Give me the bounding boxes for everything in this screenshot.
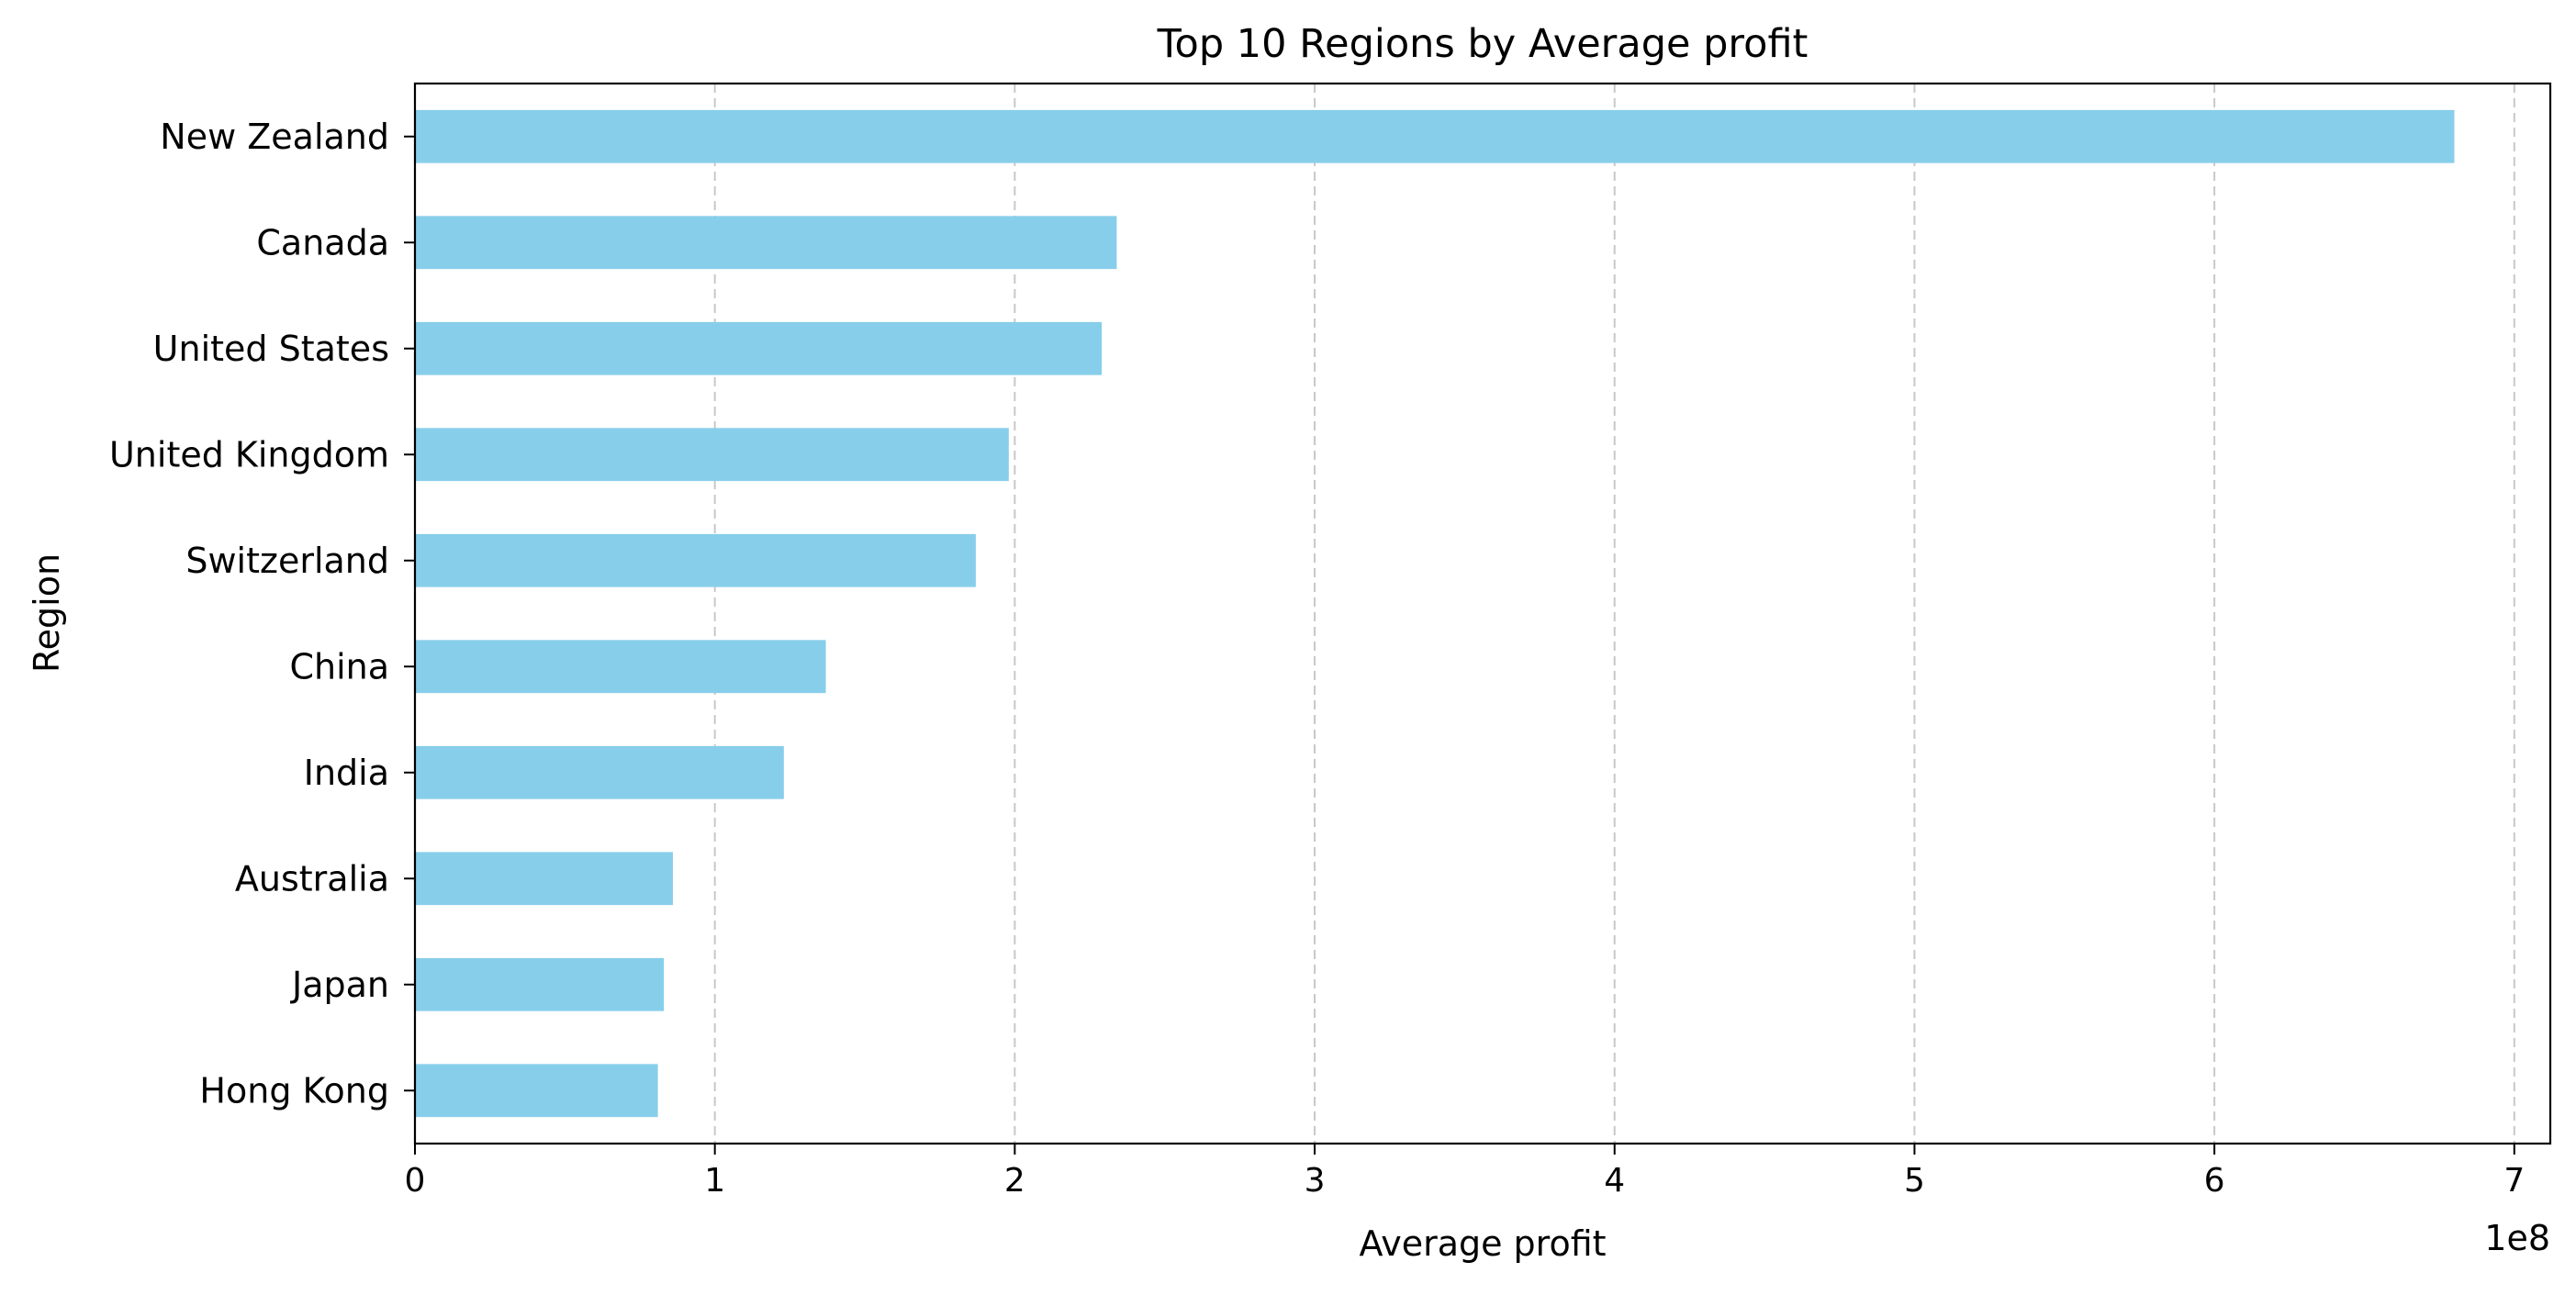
bar	[415, 640, 826, 694]
x-axis-label: Average profit	[1359, 1223, 1606, 1264]
bar	[415, 321, 1103, 375]
x-tick-label: 0	[405, 1162, 426, 1200]
bars	[415, 109, 2455, 1118]
x-tick-label: 2	[1004, 1162, 1025, 1200]
chart-title: Top 10 Regions by Average profit	[1157, 21, 1809, 67]
y-tick-label: Australia	[235, 858, 389, 899]
bar	[415, 957, 665, 1011]
bar	[415, 428, 1009, 482]
y-tick-label: India	[304, 753, 389, 793]
y-axis: New Zealand Canada United States United Kin…	[109, 117, 415, 1111]
plot-frame	[413, 82, 2552, 1145]
y-tick-label: United Kingdom	[109, 434, 389, 474]
y-tick-label: Canada	[256, 222, 389, 262]
bar	[415, 1064, 658, 1118]
y-tick-label: Hong Kong	[199, 1070, 389, 1111]
x-axis: 0 1 2 3 4 5 6 7	[405, 1144, 2525, 1200]
x-axis-offset-label: 1e8	[2484, 1218, 2550, 1258]
x-tick-label: 4	[1604, 1162, 1625, 1200]
bar	[415, 852, 673, 906]
y-tick-label: Switzerland	[185, 541, 389, 581]
bar	[415, 745, 784, 799]
bar	[415, 533, 976, 587]
x-tick-label: 6	[2204, 1162, 2225, 1200]
x-tick-label: 1	[704, 1162, 725, 1200]
y-axis-label: Region	[27, 553, 67, 673]
y-tick-label: Japan	[290, 965, 389, 1005]
y-tick-label: New Zealand	[160, 117, 389, 157]
bar	[415, 109, 2455, 163]
x-tick-label: 3	[1305, 1162, 1326, 1200]
x-tick-label: 7	[2503, 1162, 2525, 1200]
y-tick-label: United States	[153, 329, 389, 369]
x-tick-label: 5	[1904, 1162, 1925, 1200]
bar	[415, 216, 1117, 270]
y-tick-label: China	[289, 646, 389, 687]
